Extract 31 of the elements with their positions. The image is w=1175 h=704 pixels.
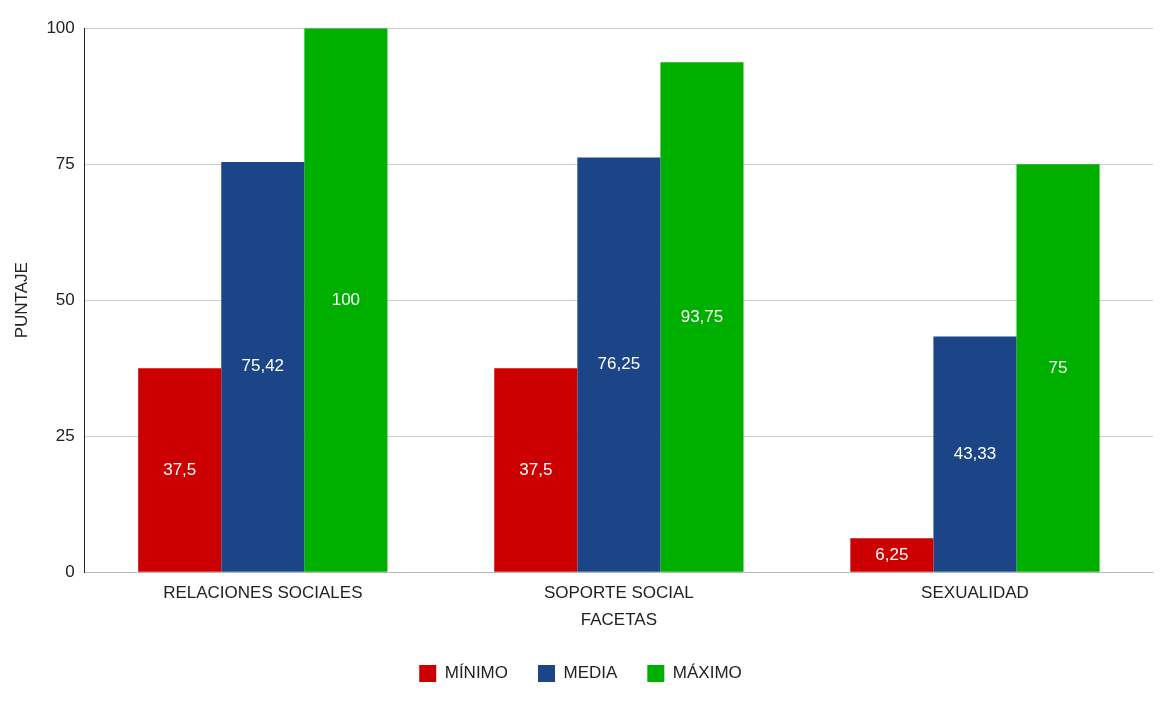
bar [577,157,661,572]
bar [221,161,305,572]
data-label: 76,25 [597,354,641,374]
bar [494,368,578,572]
y-axis-title: PUNTAJE [11,262,31,339]
bar [304,28,388,572]
y-tick-label: 25 [55,425,75,445]
data-label: 6,25 [875,544,909,564]
data-label: 100 [331,289,361,309]
data-label: 37,5 [519,459,553,479]
y-tick-label: 50 [55,289,75,309]
x-tick-label: RELACIONES SOCIALES [163,583,363,603]
data-label: 37,5 [163,459,197,479]
bar [138,368,222,572]
legend-label: MEDIA [563,663,618,683]
x-tick-label: SEXUALIDAD [921,583,1029,603]
bar [933,336,1017,572]
y-tick-label: 75 [55,153,75,173]
x-tick-label: SOPORTE SOCIAL [543,583,694,603]
bar [660,62,744,572]
data-label: 43,33 [953,443,997,463]
y-tick-label: 100 [46,17,75,37]
y-tick-label: 0 [65,561,75,581]
legend-label: MÍNIMO [444,663,508,683]
data-label: 93,75 [680,306,724,326]
data-label: 75,42 [241,356,285,376]
bar [850,538,934,572]
data-label: 75 [1048,357,1068,377]
bar [1016,164,1100,572]
x-axis-title: FACETAS [580,610,657,630]
legend-label: MÁXIMO [672,663,742,683]
